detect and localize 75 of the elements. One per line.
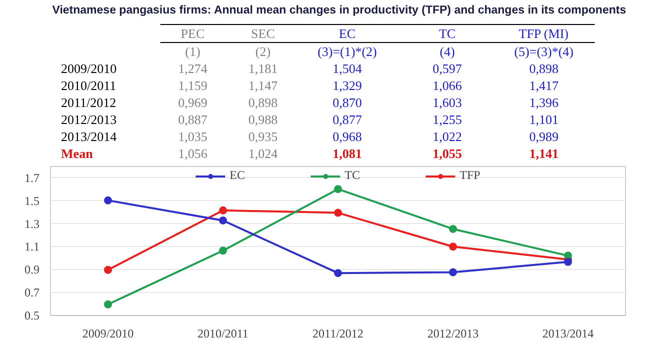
legend-label: EC	[230, 168, 246, 183]
text: 0,898	[248, 95, 278, 110]
text: 0,988	[248, 112, 278, 127]
text: (2)	[255, 44, 271, 59]
y-tick-label: 1.5	[24, 194, 40, 208]
point	[104, 300, 112, 308]
text: 1,255	[432, 112, 462, 127]
category-label: 2011/2012	[61, 95, 116, 110]
y-tick-label: 0.5	[24, 308, 40, 322]
text: 1,504	[332, 61, 362, 76]
category-label: 2009/2010	[61, 61, 117, 76]
category-label: TFP (MI)	[518, 26, 568, 41]
text: 1,101	[529, 112, 558, 127]
text: 0,887	[178, 112, 208, 127]
text: 1,159	[178, 78, 208, 93]
x-tick-label: 2011/2012	[312, 326, 364, 340]
y-tick-label: 0.9	[24, 262, 40, 277]
category-label: EC	[338, 26, 356, 41]
legend-label: TC	[344, 168, 361, 183]
point	[449, 268, 457, 276]
category-label: 2012/2013	[61, 112, 117, 127]
x-tick-label: 2012/2013	[427, 326, 479, 340]
text: 1,417	[529, 78, 558, 93]
category-label: PEC	[180, 26, 205, 41]
text: 1,329	[332, 78, 362, 93]
text: (5)=(3)*(4)	[514, 44, 574, 59]
point	[564, 258, 572, 266]
point	[334, 185, 342, 194]
y-tick-label: 1.7	[24, 170, 40, 185]
point	[219, 216, 227, 224]
text: 1,055	[432, 146, 462, 161]
category-label: 2010/2011	[61, 78, 116, 93]
text: 1,147	[248, 78, 278, 93]
text: 1,274	[178, 61, 208, 76]
text: 1,056	[178, 146, 208, 161]
point	[449, 224, 457, 233]
text: 1,035	[178, 129, 208, 144]
text: 1,022	[432, 129, 462, 144]
text: 0,968	[332, 129, 362, 144]
point	[449, 242, 457, 251]
text: (3)=(1)*(2)	[318, 44, 377, 59]
y-tick-label: 0.7	[24, 286, 40, 300]
point	[104, 196, 112, 204]
text: 1,141	[529, 146, 558, 161]
point	[334, 208, 342, 217]
category-label: Mean	[61, 146, 93, 161]
text: 0,597	[432, 61, 462, 76]
y-tick-label: 1.1	[24, 240, 40, 254]
text: 0,870	[332, 95, 362, 110]
text: 1,024	[248, 146, 278, 161]
x-tick-label: 2013/2014	[542, 326, 594, 340]
text: 1,081	[332, 146, 362, 161]
category-label: 2013/2014	[61, 129, 117, 144]
y-tick-label: 1.3	[24, 216, 40, 231]
category-label: SEC	[251, 26, 275, 41]
text: (4)	[440, 44, 455, 59]
point	[104, 266, 112, 274]
x-tick-label: 2009/2010	[82, 326, 134, 340]
category-label: TC	[438, 26, 456, 41]
point	[219, 246, 227, 255]
text: 0,989	[529, 129, 558, 144]
legend-label: TFP	[460, 168, 480, 183]
text: 1,066	[432, 78, 462, 93]
point	[334, 269, 342, 278]
text: 0,969	[178, 95, 208, 110]
x-tick-label: 2010/2011	[198, 326, 248, 340]
text: (1)	[185, 44, 200, 59]
point	[219, 206, 227, 214]
text: 0,935	[248, 129, 278, 144]
text: 1,396	[529, 95, 558, 110]
text: 0,898	[529, 61, 558, 76]
text: 0,877	[332, 112, 362, 127]
text: 1,181	[248, 61, 278, 76]
text: Vietnamese pangasius firms: Annual mean changes in productivity (TFP) and changes in its components	[52, 4, 626, 16]
text: 1,603	[432, 95, 462, 110]
